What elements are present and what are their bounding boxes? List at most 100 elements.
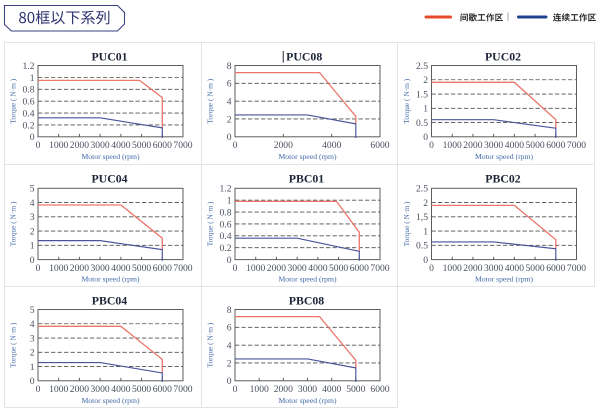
svg-text:1000: 1000: [49, 140, 68, 151]
svg-text:2000: 2000: [70, 384, 89, 395]
svg-text:0: 0: [233, 140, 238, 151]
svg-text:2: 2: [423, 198, 428, 209]
svg-text:5000: 5000: [526, 140, 545, 151]
svg-text:1: 1: [30, 362, 35, 373]
svg-text:0: 0: [227, 132, 232, 143]
svg-text:1: 1: [423, 226, 428, 237]
svg-text:7000: 7000: [567, 140, 586, 151]
svg-text:6: 6: [227, 79, 232, 90]
svg-text:PBC01: PBC01: [289, 172, 324, 186]
svg-text:4: 4: [227, 97, 232, 108]
svg-text:0: 0: [30, 255, 35, 266]
svg-text:5000: 5000: [329, 263, 348, 274]
svg-text:2000: 2000: [70, 263, 89, 274]
svg-text:4000: 4000: [505, 140, 524, 151]
svg-text:2000: 2000: [274, 384, 293, 395]
svg-text:7000: 7000: [567, 263, 586, 274]
svg-text:4000: 4000: [111, 140, 130, 151]
svg-text:0.2: 0.2: [220, 243, 232, 254]
svg-text:Torque ( N·m ): Torque ( N·m ): [9, 201, 18, 246]
svg-text:1: 1: [30, 73, 35, 84]
svg-text:0.6: 0.6: [23, 97, 35, 108]
svg-text:0: 0: [429, 140, 434, 151]
svg-text:Motor speed (rpm): Motor speed (rpm): [278, 152, 337, 161]
svg-text:5000: 5000: [132, 263, 151, 274]
svg-text:4: 4: [227, 341, 232, 352]
svg-text:Motor speed (rpm): Motor speed (rpm): [81, 152, 140, 161]
svg-text:1000: 1000: [250, 384, 269, 395]
svg-text:6: 6: [227, 323, 232, 334]
svg-text:Motor speed (rpm): Motor speed (rpm): [475, 152, 534, 161]
svg-text:6000: 6000: [370, 140, 389, 151]
svg-text:Motor speed (rpm): Motor speed (rpm): [475, 275, 534, 284]
svg-text:8: 8: [227, 61, 232, 72]
svg-text:1000: 1000: [246, 263, 265, 274]
svg-text:2000: 2000: [463, 140, 482, 151]
svg-text:Torque ( N·m ): Torque ( N·m ): [206, 78, 215, 123]
svg-text:6000: 6000: [153, 384, 172, 395]
svg-text:1.2: 1.2: [220, 184, 232, 195]
svg-text:0: 0: [233, 263, 238, 274]
svg-text:7000: 7000: [173, 263, 192, 274]
svg-text:2.5: 2.5: [416, 184, 428, 195]
svg-text:0: 0: [227, 376, 232, 387]
svg-text:3000: 3000: [288, 263, 307, 274]
svg-text:3000: 3000: [91, 263, 110, 274]
svg-text:6000: 6000: [153, 263, 172, 274]
svg-text:Motor speed (rpm): Motor speed (rpm): [278, 275, 337, 284]
svg-text:0.5: 0.5: [416, 118, 428, 129]
svg-text:0: 0: [227, 255, 232, 266]
svg-text:0.8: 0.8: [220, 207, 232, 218]
svg-text:6000: 6000: [546, 140, 565, 151]
svg-text:5000: 5000: [132, 384, 151, 395]
svg-text:6000: 6000: [546, 263, 565, 274]
svg-text:5: 5: [30, 305, 35, 316]
svg-text:Torque ( N·m ): Torque ( N·m ): [206, 201, 215, 246]
svg-text:6000: 6000: [370, 384, 389, 395]
svg-text:0: 0: [36, 263, 41, 274]
svg-text:8: 8: [227, 305, 232, 316]
svg-text:PUC08: PUC08: [286, 50, 322, 64]
svg-text:1.2: 1.2: [23, 61, 35, 72]
svg-text:Torque ( N·m ): Torque ( N·m ): [9, 322, 18, 367]
svg-text:0.4: 0.4: [23, 108, 35, 119]
svg-text:PUC02: PUC02: [485, 50, 521, 64]
svg-text:0.2: 0.2: [23, 120, 35, 131]
svg-text:0: 0: [423, 132, 428, 143]
svg-text:2000: 2000: [267, 263, 286, 274]
svg-text:3: 3: [30, 212, 35, 223]
svg-text:0.6: 0.6: [220, 219, 232, 230]
svg-text:1: 1: [227, 196, 232, 207]
svg-text:0: 0: [233, 384, 238, 395]
svg-text:2: 2: [30, 348, 35, 359]
svg-text:4000: 4000: [111, 384, 130, 395]
svg-text:PBC08: PBC08: [289, 294, 324, 308]
svg-text:4000: 4000: [308, 263, 327, 274]
svg-text:5000: 5000: [526, 263, 545, 274]
svg-text:1000: 1000: [443, 140, 462, 151]
svg-text:Torque ( N·m ): Torque ( N·m ): [402, 78, 411, 123]
svg-text:2.5: 2.5: [416, 61, 428, 72]
svg-text:5: 5: [30, 184, 35, 195]
svg-text:2: 2: [227, 114, 232, 125]
svg-text:3000: 3000: [91, 384, 110, 395]
svg-text:2: 2: [423, 75, 428, 86]
svg-text:4000: 4000: [322, 140, 341, 151]
svg-text:4000: 4000: [505, 263, 524, 274]
svg-text:4000: 4000: [322, 384, 341, 395]
svg-text:PUC01: PUC01: [91, 50, 127, 64]
svg-text:1: 1: [423, 104, 428, 115]
svg-text:3: 3: [30, 333, 35, 344]
svg-text:2000: 2000: [463, 263, 482, 274]
svg-text:1.5: 1.5: [416, 89, 428, 100]
svg-text:1: 1: [30, 241, 35, 252]
svg-text:7000: 7000: [370, 263, 389, 274]
svg-text:3000: 3000: [298, 384, 317, 395]
svg-text:0: 0: [30, 132, 35, 143]
svg-text:Torque ( N·m ): Torque ( N·m ): [206, 322, 215, 367]
svg-text:7000: 7000: [173, 140, 192, 151]
svg-text:4000: 4000: [111, 263, 130, 274]
svg-text:Torque ( N·m ): Torque ( N·m ): [402, 201, 411, 246]
svg-text:0.4: 0.4: [220, 231, 232, 242]
svg-text:5000: 5000: [346, 384, 365, 395]
